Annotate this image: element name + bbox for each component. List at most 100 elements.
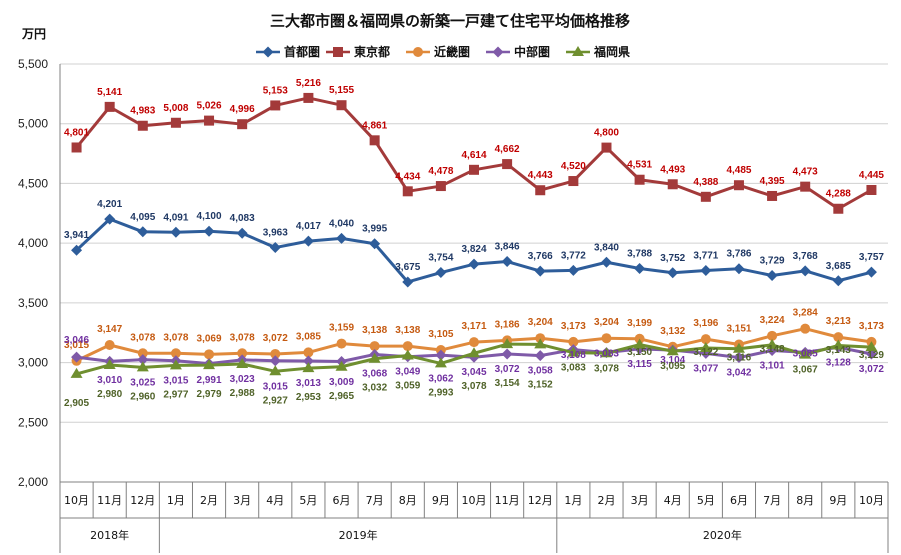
data-label: 3,159 xyxy=(329,323,354,334)
data-label: 3,023 xyxy=(230,374,255,385)
data-point xyxy=(501,348,513,360)
x-tick-label: 5月 xyxy=(697,494,715,507)
y-tick-label: 2,000 xyxy=(18,475,48,489)
data-label: 3,151 xyxy=(726,324,751,335)
legend-swatch-marker xyxy=(413,47,423,57)
data-label: 3,786 xyxy=(726,249,751,260)
data-label: 3,122 xyxy=(693,347,718,358)
data-point xyxy=(137,120,148,131)
data-point xyxy=(534,338,547,349)
data-point xyxy=(534,350,546,362)
data-label: 3,204 xyxy=(528,317,553,328)
legend: 首都圏 東京都 近畿圏 中部圏 福岡県 xyxy=(256,44,630,59)
data-label: 3,062 xyxy=(428,373,453,384)
data-point xyxy=(402,341,413,352)
data-label: 3,049 xyxy=(395,367,420,378)
data-label: 4,473 xyxy=(793,167,818,178)
data-label: 3,196 xyxy=(693,318,718,329)
y-tick-label: 3,500 xyxy=(18,296,48,310)
data-label: 3,058 xyxy=(528,366,553,377)
data-label-layer: 3,9414,8013,0153,0462,9054,2015,1413,147… xyxy=(64,78,884,409)
data-point xyxy=(435,349,447,361)
data-label: 3,941 xyxy=(64,230,89,241)
data-label: 4,288 xyxy=(826,189,851,200)
data-label: 4,443 xyxy=(528,170,553,181)
x-tick-label: 10月 xyxy=(859,494,884,507)
x-tick-label: 1月 xyxy=(167,494,185,507)
data-label: 3,154 xyxy=(495,378,520,389)
data-point xyxy=(865,266,877,278)
data-label: 3,015 xyxy=(263,381,288,392)
data-point xyxy=(303,347,314,358)
data-point xyxy=(567,264,579,276)
data-label: 3,199 xyxy=(627,318,652,329)
data-point xyxy=(600,347,613,358)
data-point xyxy=(567,346,580,357)
year-label: 2019年 xyxy=(339,528,378,542)
data-point xyxy=(732,342,745,353)
x-tick-label: 12月 xyxy=(130,494,155,507)
data-label: 3,846 xyxy=(495,242,520,253)
data-point xyxy=(634,174,645,185)
data-point xyxy=(368,352,381,363)
data-label: 5,026 xyxy=(197,101,222,112)
data-label: 3,752 xyxy=(660,253,685,264)
data-point xyxy=(236,358,249,369)
data-point xyxy=(833,332,844,343)
data-point xyxy=(137,354,149,366)
data-point xyxy=(137,348,148,359)
data-point xyxy=(269,365,282,376)
data-label: 3,213 xyxy=(826,316,851,327)
x-tick-label: 7月 xyxy=(763,494,781,507)
data-label: 3,115 xyxy=(627,359,652,370)
data-label: 3,995 xyxy=(362,224,387,235)
data-point xyxy=(104,213,116,225)
y-tick-label: 4,500 xyxy=(18,176,48,190)
x-axis: 10月 11月 12月 1月 2月 3月 4月 5月 6月 7月 8月 9月 10月 11月 12月 1月 2月… xyxy=(59,481,889,553)
data-point xyxy=(667,179,678,190)
year-label: 2018年 xyxy=(90,528,129,542)
data-point xyxy=(335,360,348,371)
data-point xyxy=(302,235,314,247)
data-point xyxy=(568,336,579,347)
data-label: 3,042 xyxy=(726,368,751,379)
x-tick-label: 5月 xyxy=(299,494,317,507)
legend-label: 東京都 xyxy=(354,44,390,59)
data-label: 3,152 xyxy=(528,380,553,391)
data-label: 3,128 xyxy=(826,357,851,368)
data-label: 3,010 xyxy=(97,375,122,386)
data-point xyxy=(71,142,82,153)
legend-swatch-marker xyxy=(333,47,343,57)
data-label: 3,077 xyxy=(693,363,718,374)
data-label: 3,095 xyxy=(660,361,685,372)
data-label: 3,132 xyxy=(660,326,685,337)
data-point xyxy=(766,270,778,282)
legend-swatch-marker xyxy=(492,46,504,58)
data-point xyxy=(700,264,712,276)
data-point xyxy=(535,333,546,344)
data-point xyxy=(336,338,347,349)
data-label: 4,040 xyxy=(329,218,354,229)
data-label: 4,100 xyxy=(197,211,222,222)
series-layer xyxy=(70,92,878,378)
data-label: 3,148 xyxy=(760,344,785,355)
data-point xyxy=(766,338,779,349)
legend-item: 東京都 xyxy=(326,44,390,59)
data-point xyxy=(369,135,380,146)
legend-item: 中部圏 xyxy=(486,44,550,59)
data-point xyxy=(71,351,83,363)
legend-item: 首都圏 xyxy=(256,44,320,59)
legend-swatch-marker xyxy=(572,46,584,56)
data-point xyxy=(733,352,745,364)
data-point xyxy=(103,358,116,369)
data-point xyxy=(203,359,216,370)
data-label: 3,046 xyxy=(64,335,89,346)
x-tick-label: 8月 xyxy=(796,494,814,507)
x-tick-label: 10月 xyxy=(462,494,487,507)
x-tick-label: 4月 xyxy=(266,494,284,507)
data-label: 3,104 xyxy=(660,355,685,366)
data-label: 2,965 xyxy=(329,391,354,402)
data-point xyxy=(170,348,181,359)
